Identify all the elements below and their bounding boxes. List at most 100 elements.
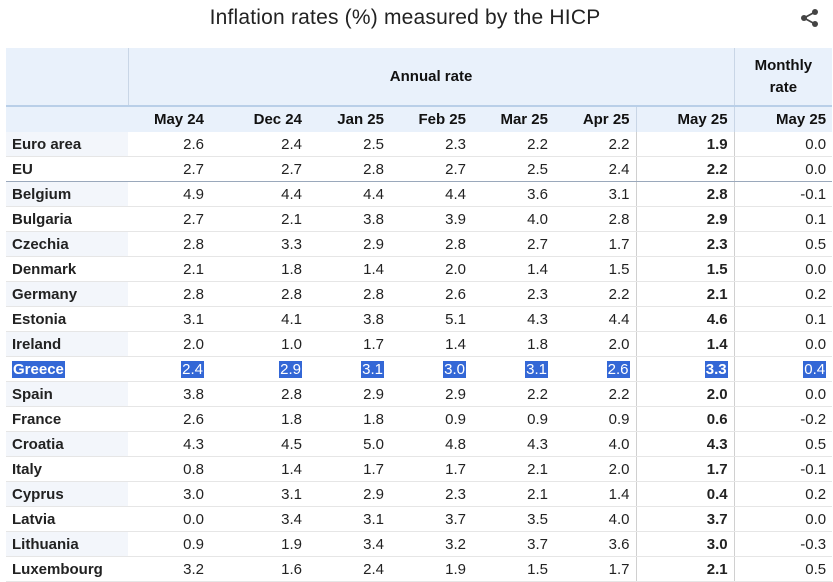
value-text: 2.7 [527,235,548,253]
value-text: 2.7 [183,210,204,228]
value-cell: 2.8 [308,281,390,307]
value-text: 2.6 [606,360,630,378]
value-cell: 0.0 [733,156,833,182]
value-cell: 0.5 [733,231,833,257]
value-text: 1.5 [706,260,728,278]
value-cell: 1.5 [635,256,735,282]
value-cell: 2.4 [128,356,210,382]
table-row: Latvia 0.0 3.4 3.1 3.7 3.5 4.0 3.7 0.0 [6,506,833,532]
country-name-cell: Luxembourg [6,556,128,582]
value-text: 0.2 [805,485,827,503]
country-name-cell: Denmark [6,256,128,282]
table-row: Lithuania 0.9 1.9 3.4 3.2 3.7 3.6 3.0 -0.3 [6,531,833,557]
header-corner [6,48,128,106]
value-cell: 3.6 [472,181,554,207]
value-cell: 2.4 [210,132,308,157]
value-text: 2.0 [706,385,728,403]
value-cell: 2.2 [472,381,554,407]
value-cell: 3.7 [635,506,735,532]
value-text: 2.9 [279,360,302,378]
value-cell: 2.1 [635,556,735,582]
value-cell: 2.6 [128,406,210,432]
value-cell: 2.1 [472,481,554,507]
value-cell: 2.6 [390,281,472,307]
share-icon[interactable] [799,8,821,28]
table-row: Euro area 2.6 2.4 2.5 2.3 2.2 2.2 1.9 0.0 [6,132,833,157]
value-text: 3.1 [281,485,302,503]
value-text: 2.0 [445,260,466,278]
value-text: 2.4 [608,160,630,178]
value-text: 0.0 [805,335,827,353]
value-text: 0.2 [805,285,827,303]
value-cell: 0.1 [733,206,833,232]
value-text: 2.8 [281,385,302,403]
value-cell: 1.4 [554,481,636,507]
value-text: 0.4 [803,360,827,378]
value-cell: 4.9 [128,181,210,207]
value-cell: 2.6 [128,132,210,157]
value-cell: 1.8 [472,331,554,357]
value-cell: 0.0 [733,256,833,282]
value-cell: 2.7 [128,206,210,232]
value-text: -0.1 [800,185,827,203]
value-cell: 5.1 [390,306,472,332]
value-text: 1.9 [445,560,466,578]
country-name-cell: EU [6,156,128,182]
value-cell: 3.8 [128,381,210,407]
value-cell: 2.8 [128,281,210,307]
country-name: Euro area [12,135,82,153]
value-cell: 1.4 [472,256,554,282]
value-cell: 2.8 [635,181,735,207]
value-text: 3.8 [183,385,204,403]
value-cell: 3.1 [210,481,308,507]
value-text: 0.0 [805,135,827,153]
value-text: 1.7 [608,235,630,253]
monthly-label-line2: rate [769,78,798,96]
country-name: Lithuania [12,535,79,553]
value-text: 2.8 [363,160,384,178]
value-text: 4.3 [183,435,204,453]
value-cell: 0.9 [554,406,636,432]
value-text: 1.0 [281,335,302,353]
value-cell: 1.7 [308,456,390,482]
value-cell: 0.0 [733,506,833,532]
value-text: 2.9 [363,385,384,403]
value-cell: 1.0 [210,331,308,357]
value-cell: 1.8 [210,406,308,432]
monthly-label-line1: Monthly [754,56,813,74]
value-cell: 4.3 [128,431,210,457]
value-cell: 2.9 [635,206,735,232]
value-text: 0.0 [805,510,827,528]
value-text: 2.3 [706,235,728,253]
value-text: 2.2 [608,385,630,403]
country-name: Czechia [12,235,69,253]
value-text: 2.1 [527,485,548,503]
value-cell: 1.4 [308,256,390,282]
value-text: 1.4 [706,335,728,353]
table-row: Belgium 4.9 4.4 4.4 4.4 3.6 3.1 2.8 -0.1 [6,181,833,207]
value-cell: 2.3 [472,281,554,307]
value-cell: 2.3 [390,481,472,507]
country-name-cell: Cyprus [6,481,128,507]
value-text: 4.5 [281,435,302,453]
value-text: 3.3 [281,235,302,253]
value-text: 2.3 [527,285,548,303]
value-text: 3.8 [363,210,384,228]
country-name: Greece [12,360,65,378]
value-text: 1.7 [608,560,630,578]
value-text: 2.4 [181,360,204,378]
country-column-header [6,105,128,132]
value-cell: 3.1 [554,181,636,207]
value-cell: 3.4 [308,531,390,557]
country-name-cell: Spain [6,381,128,407]
value-cell: 3.0 [128,481,210,507]
country-name: Cyprus [12,485,64,503]
table-row: Italy 0.8 1.4 1.7 1.7 2.1 2.0 1.7 -0.1 [6,456,833,482]
country-name: Denmark [12,260,77,278]
value-text: 2.8 [281,285,302,303]
country-name-cell: Euro area [6,132,128,157]
value-cell: 5.0 [308,431,390,457]
value-cell: 1.8 [308,406,390,432]
monthly-rate-header: Monthly rate [733,48,833,106]
value-cell: 2.8 [210,381,308,407]
